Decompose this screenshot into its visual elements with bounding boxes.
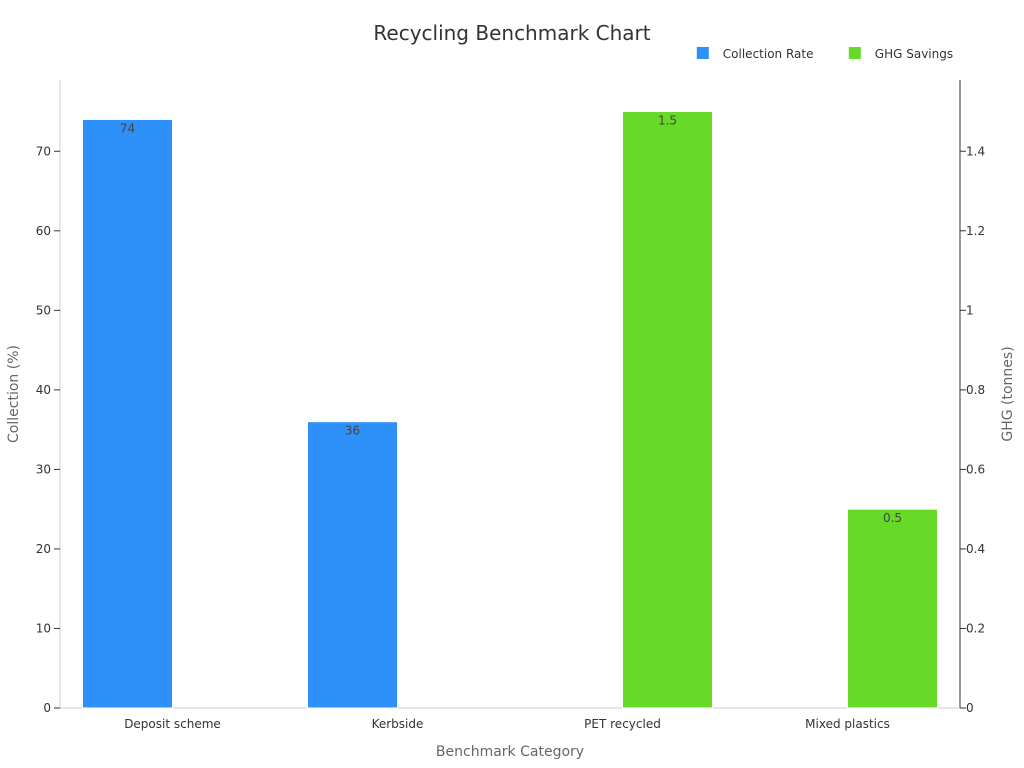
- right-tick-label: 0: [966, 701, 974, 715]
- right-tick-label: 1.2: [966, 224, 985, 238]
- legend: Collection Rate GHG Savings: [696, 47, 953, 61]
- bar-0-0[interactable]: [82, 118, 173, 709]
- legend-swatch: [696, 47, 709, 59]
- right-tick-label: 0.4: [966, 542, 985, 556]
- left-axis-title: Collection (%): [6, 345, 22, 443]
- bar-2-1[interactable]: [622, 111, 713, 709]
- x-tick-label: PET recycled: [584, 717, 661, 731]
- x-axis-ticks: Deposit scheme Kerbside PET recycled Mixed …: [124, 717, 890, 731]
- x-axis-title: Benchmark Category: [436, 744, 584, 760]
- right-tick-label: 0.6: [966, 462, 985, 476]
- right-tick-label: 1.4: [966, 144, 985, 158]
- left-tick-label: 50: [36, 303, 51, 317]
- bar-data-label: 1.5: [658, 114, 677, 128]
- chart-title: Recycling Benchmark Chart: [373, 21, 650, 45]
- x-tick-label: Kerbside: [372, 717, 424, 731]
- plot-area: 0 10 20 30 40 50 60 70 0 0.2 0.4 0.6 0.8 1 1.2 1.4 74 3…: [36, 80, 985, 731]
- left-tick-label: 0: [43, 701, 51, 715]
- x-tick-label: Mixed plastics: [805, 717, 890, 731]
- right-axis-title: GHG (tonnes): [1000, 346, 1016, 441]
- bar-data-label: 36: [345, 424, 360, 438]
- left-tick-label: 40: [36, 383, 51, 397]
- right-tick-label: 0.2: [966, 621, 985, 635]
- bars: [82, 111, 938, 709]
- bar-data-label: 74: [120, 121, 135, 135]
- left-tick-label: 10: [36, 621, 51, 635]
- left-tick-label: 20: [36, 542, 51, 556]
- left-tick-label: 60: [36, 224, 51, 238]
- left-tick-label: 30: [36, 462, 51, 476]
- left-tick-label: 70: [36, 144, 51, 158]
- x-tick-label: Deposit scheme: [124, 717, 221, 731]
- left-axis-ticks: 0 10 20 30 40 50 60 70: [36, 144, 60, 715]
- bar-3-1[interactable]: [847, 508, 938, 709]
- right-tick-label: 0.8: [966, 383, 985, 397]
- right-tick-label: 1: [966, 303, 974, 317]
- right-axis-ticks: 0 0.2 0.4 0.6 0.8 1 1.2 1.4: [960, 144, 985, 715]
- legend-label: GHG Savings: [875, 47, 953, 61]
- legend-swatch: [848, 47, 861, 59]
- bar-data-labels: 74 36 1.5 0.5: [120, 114, 902, 526]
- bar-data-label: 0.5: [883, 511, 902, 525]
- legend-label: Collection Rate: [723, 47, 814, 61]
- bar-1-0[interactable]: [307, 421, 398, 709]
